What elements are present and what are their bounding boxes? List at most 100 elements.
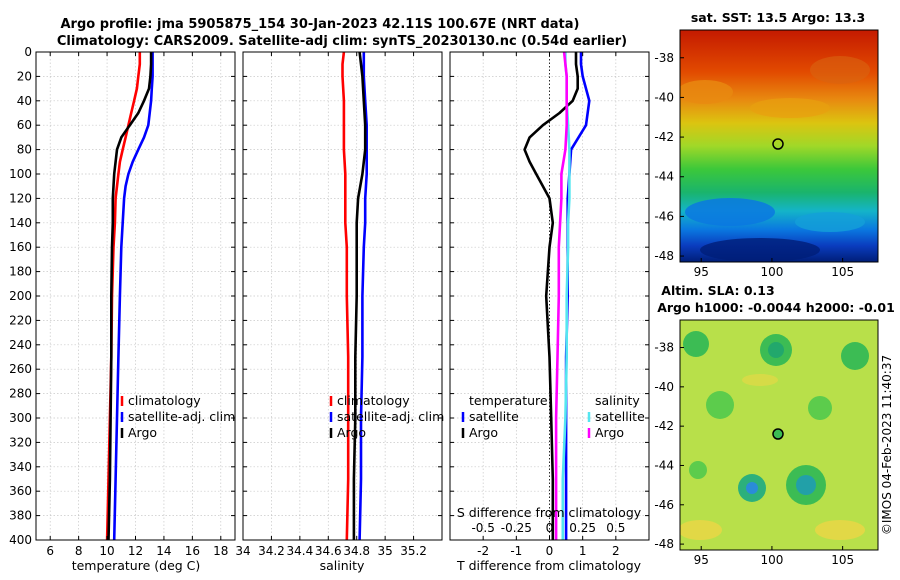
x-tick-label: 18 [213, 544, 228, 558]
salinity-axis-label: salinity [320, 558, 365, 573]
y-tick-label: 160 [9, 240, 32, 254]
lat-tick-label: -44 [654, 458, 674, 472]
imos-watermark: ©IMOS 04-Feb-2023 11:40:37 [880, 355, 894, 535]
legend-satellite-adj: satellite-adj. clim [337, 409, 444, 424]
x-tick-label: 0 [546, 544, 554, 558]
x-tick-label: 6 [46, 544, 54, 558]
x-tick-label: 34.2 [258, 544, 285, 558]
x-tick-label: 12 [128, 544, 143, 558]
series-line-temperature-argo [523, 52, 580, 540]
x-tick-label: 34 [235, 544, 250, 558]
secondary-x-tick-label: -0.25 [501, 521, 532, 535]
x-tick-label: 2 [612, 544, 620, 558]
x-tick-label: 34.4 [286, 544, 313, 558]
temperature-axis-label: temperature (deg C) [72, 558, 201, 573]
difference-legend: temperature satellite Argo salinity sate… [461, 393, 645, 440]
series-line-satellite-adj-clim [112, 52, 154, 541]
salinity-grid [242, 51, 442, 541]
legend-argo: Argo [128, 425, 157, 440]
y-tick-label: 60 [17, 118, 32, 132]
sla-eddy-core [796, 475, 816, 495]
series-line-argo [107, 52, 153, 541]
temperature-difference-axis-label: T difference from climatology [456, 558, 642, 573]
sst-cool-patch [795, 212, 865, 232]
lon-tick-label: 95 [694, 265, 709, 279]
sla-high-patch [742, 374, 778, 386]
lat-tick-label: -42 [654, 130, 674, 144]
secondary-x-tick-label: -0.5 [471, 521, 494, 535]
sst-warm-patch [680, 80, 733, 104]
y-tick-label: 120 [9, 191, 32, 205]
x-tick-label: 8 [75, 544, 83, 558]
y-tick-label: 280 [9, 387, 32, 401]
difference-lines [523, 51, 591, 540]
sla-eddy-core [746, 482, 758, 494]
y-tick-label: 20 [17, 69, 32, 83]
sla-high-patch [815, 520, 865, 540]
sla-eddy [683, 331, 709, 357]
temperature-panel: 0 20 40 60 80 100 120 140 160 180 200 220 240 260 280 3… [9, 45, 236, 573]
lat-tick-label: -46 [654, 498, 674, 512]
lat-tick-label: -44 [654, 170, 674, 184]
lat-tick-label: -48 [654, 537, 674, 551]
y-tick-label: 0 [24, 45, 32, 59]
lon-tick-label: 105 [831, 265, 854, 279]
sla-map-frame [679, 319, 879, 551]
x-tick-label: -1 [510, 544, 522, 558]
y-tick-label: 300 [9, 411, 32, 425]
x-tick-label: 16 [185, 544, 200, 558]
sla-high-patch [680, 520, 722, 540]
legend-climatology: climatology [128, 393, 201, 408]
x-tick-label: 14 [156, 544, 171, 558]
legend-temperature-heading: temperature [469, 393, 548, 408]
y-tick-label: 40 [17, 94, 32, 108]
lat-tick-label: -46 [654, 209, 674, 223]
sst-features [680, 56, 870, 262]
difference-ticks: -2 -1 0 1 2 -0.5 -0.25 0 0.25 0.5 [450, 51, 649, 558]
legend-satellite-adj: satellite-adj. clim [128, 409, 235, 424]
y-tick-label: 180 [9, 265, 32, 279]
y-tick-label: 140 [9, 216, 32, 230]
lat-tick-label: -40 [654, 380, 674, 394]
y-tick-label: 240 [9, 338, 32, 352]
x-tick-label: 34.8 [343, 544, 370, 558]
y-tick-label: 80 [17, 143, 32, 157]
sla-eddy [841, 342, 869, 370]
lat-tick-label: -38 [654, 341, 674, 355]
series-line-salinity-argo [554, 51, 569, 540]
lon-tick-label: 100 [760, 265, 783, 279]
sst-map-title: sat. SST: 13.5 Argo: 13.3 [691, 10, 865, 25]
lat-tick-label: -38 [654, 51, 674, 65]
temperature-grid [36, 51, 235, 541]
y-tick-label: 200 [9, 289, 32, 303]
salinity-ticks: 34 34.2 34.4 34.6 34.8 35 35.2 [235, 51, 442, 558]
sla-map-ticks: -38 -40 -42 -44 -46 -48 95 100 105 [654, 341, 854, 567]
salinity-panel: 34 34.2 34.4 34.6 34.8 35 35.2 climatology sat… [235, 51, 444, 573]
x-tick-label: 35.2 [400, 544, 427, 558]
sla-eddy [689, 461, 707, 479]
figure-title-line1: Argo profile: jma 5905875_154 30-Jan-202… [61, 17, 580, 32]
y-tick-label: 360 [9, 484, 32, 498]
x-tick-label: 35 [378, 544, 393, 558]
x-tick-label: 10 [99, 544, 114, 558]
series-line-satellite-adj-clim [358, 52, 369, 541]
series-line-climatology [341, 51, 350, 541]
lat-tick-label: -42 [654, 419, 674, 433]
y-tick-label: 260 [9, 362, 32, 376]
sst-map-frame [679, 29, 879, 263]
lat-tick-label: -40 [654, 90, 674, 104]
y-tick-label: 380 [9, 509, 32, 523]
sst-map-ticks: -38 -40 -42 -44 -46 -48 95 100 105 [654, 51, 854, 279]
sst-cool-patch [700, 238, 820, 262]
legend-salinity-satellite: satellite [595, 409, 645, 424]
sla-map: Altim. SLA: 0.13 Argo h1000: -0.0044 h20… [654, 283, 894, 567]
lon-tick-label: 105 [831, 553, 854, 567]
sla-map-title-line2: Argo h1000: -0.0044 h2000: -0.01 [657, 300, 895, 315]
salinity-lines [341, 51, 369, 541]
salinity-legend: climatology satellite-adj. clim Argo [329, 393, 444, 440]
temperature-lines [105, 52, 154, 541]
legend-climatology: climatology [337, 393, 410, 408]
y-tick-label: 100 [9, 167, 32, 181]
legend-salinity-heading: salinity [595, 393, 640, 408]
